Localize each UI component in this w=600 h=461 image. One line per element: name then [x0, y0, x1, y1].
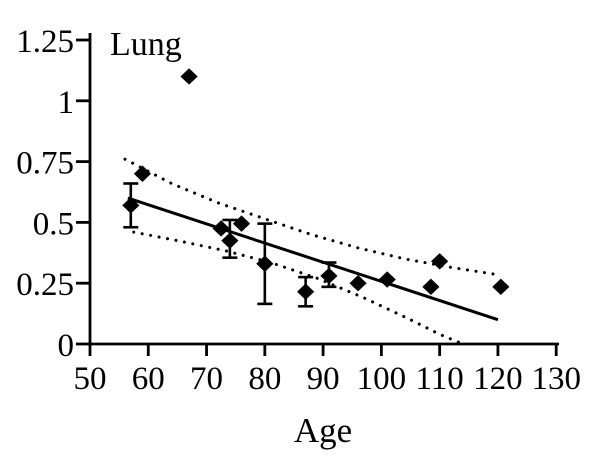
data-point [212, 220, 230, 237]
x-tick-label: 70 [190, 361, 223, 397]
y-tick-label: 1.25 [16, 24, 74, 60]
data-point [422, 278, 440, 296]
data-point [320, 267, 338, 285]
x-tick-label: 130 [531, 361, 581, 397]
y-tick-label: 1 [58, 85, 75, 121]
x-tick-label: 110 [416, 361, 464, 397]
x-axis-label: Age [294, 411, 352, 450]
y-tick-label: 0.75 [16, 146, 74, 182]
upper-confidence-band [123, 157, 500, 277]
data-point [349, 275, 367, 292]
data-point [431, 253, 449, 270]
fit-line [127, 196, 499, 322]
x-tick-label: 100 [357, 361, 407, 397]
y-tick-label: 0 [58, 328, 75, 364]
x-tick-label: 120 [473, 361, 523, 397]
lower-confidence-band [132, 230, 465, 346]
x-tick-label: 60 [132, 361, 165, 397]
y-tick-label: 0.25 [16, 267, 74, 303]
data-point [378, 271, 396, 288]
y-tick-label: 0.5 [33, 206, 74, 242]
data-point [180, 68, 198, 85]
x-tick-label: 50 [74, 361, 107, 397]
data-point [122, 197, 140, 214]
data-point [133, 165, 152, 182]
x-tick-label: 80 [248, 361, 281, 397]
data-point [232, 215, 251, 232]
chart-title: Lung [110, 26, 182, 63]
data-point [492, 278, 510, 296]
data-point [256, 255, 274, 272]
data-point [221, 232, 239, 249]
x-tick-label: 90 [307, 361, 340, 397]
data-point [297, 283, 315, 300]
